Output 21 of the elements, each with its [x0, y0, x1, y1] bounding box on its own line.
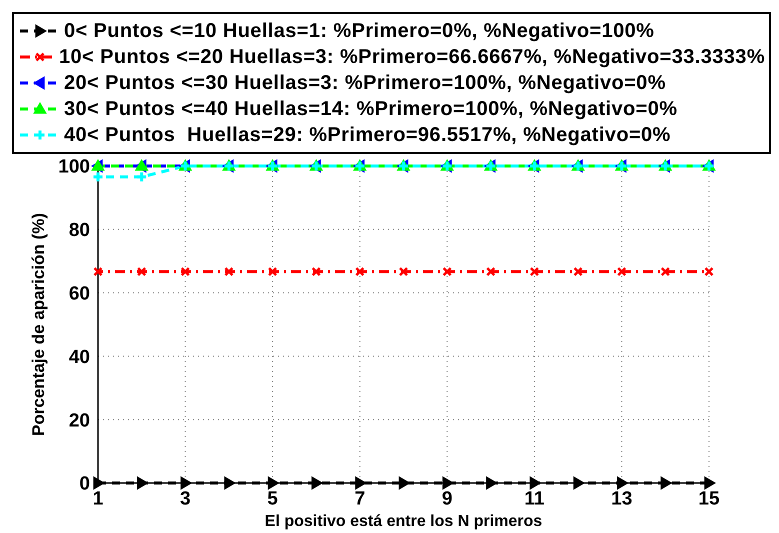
x-tick-label: 9 — [442, 488, 452, 510]
y-tick-label: 40 — [68, 346, 90, 368]
x-tick-label: 1 — [92, 488, 104, 510]
x-tick-label: 5 — [267, 488, 278, 510]
y-tick-label: 0 — [79, 474, 90, 495]
y-tick-label: 20 — [68, 410, 90, 432]
x-tick-label: 7 — [354, 488, 366, 510]
x-tick-label: 13 — [611, 488, 632, 510]
x-tick-label: 3 — [180, 488, 191, 510]
x-tick-label: 11 — [524, 488, 545, 510]
y-axis-title: Porcentaje de aparición (%) — [29, 213, 48, 436]
legend-label: 30< Puntos <=40 Huellas=14: %Primero=100%, %Negativo=0% — [64, 98, 678, 120]
y-tick-label: 60 — [68, 284, 90, 305]
y-tick-label: 80 — [68, 220, 90, 242]
legend-label: 0< Puntos <=10 Huellas=1: %Primero=0%, %Negativo=100% — [64, 20, 654, 42]
x-axis-title: El positivo está entre los N primeros — [264, 513, 542, 530]
legend-label: 10< Puntos <=20 Huellas=3: %Primero=66.6667%, %Negativo=33.3333% — [59, 46, 765, 68]
legend-label: 20< Puntos <=30 Huellas=3: %Primero=100%, %Negativo=0% — [64, 72, 666, 94]
x-tick-label: 15 — [698, 488, 720, 510]
legend-label: 40< Puntos Huellas=29: %Primero=96.5517%, %Negativo=0% — [64, 124, 671, 146]
y-tick-label: 100 — [58, 156, 90, 178]
